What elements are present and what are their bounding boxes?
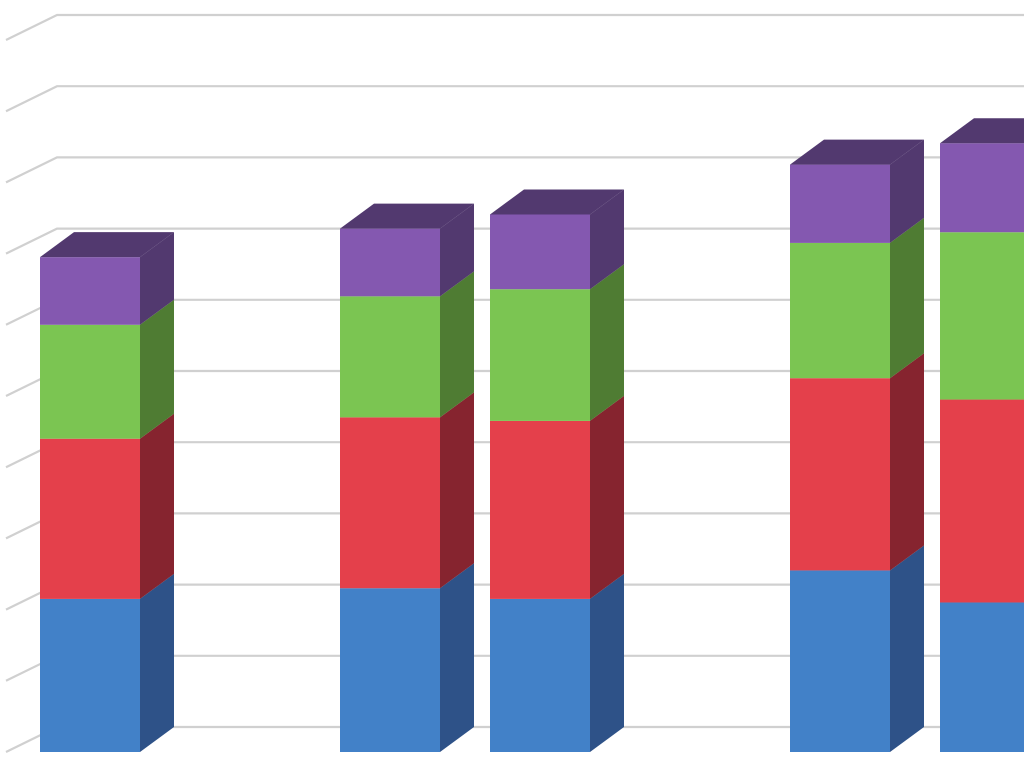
bar-segment [940,602,1024,752]
bar-segment-side [890,353,924,571]
bar-segment [40,324,140,439]
bar-segment-side [140,232,174,325]
bar-segment-side [590,264,624,421]
bar-segment [790,164,890,243]
bar-stack [340,203,474,752]
gridline [5,156,1024,184]
bar-segment-side [440,271,474,418]
bar-segment [340,296,440,418]
bar-segment-side [140,573,174,752]
bar-segment-side [590,189,624,290]
bar-segment-side [440,392,474,589]
bar-segment [40,257,140,325]
bar-segment-side [440,203,474,297]
gridline [5,227,1024,255]
bar-stack [490,189,624,752]
bars [40,118,1024,752]
bar-segment [940,399,1024,603]
bar-stack [40,232,174,752]
gridline [5,85,1024,113]
bar-segment [790,242,890,379]
bar-segment [40,438,140,599]
bar-segment [490,598,590,752]
bar-segment [940,232,1024,400]
bar-segment [940,143,1024,233]
bar-top-face [940,118,1024,144]
bar-stack [940,118,1024,752]
bar-segment [490,289,590,421]
bar-top-face [40,232,174,258]
bar-top-face [490,189,624,215]
bar-top-face [790,139,924,165]
bar-segment [340,228,440,297]
bar-segment-side [140,413,174,599]
bar-segment-side [890,139,924,243]
bar-segment [340,588,440,752]
bar-segment [490,214,590,290]
bar-segment-side [440,563,474,752]
bar-segment [340,417,440,589]
bar-stack [790,139,924,752]
bar-segment [790,378,890,571]
bar-segment-side [890,217,924,379]
bar-segment-side [890,545,924,752]
bar-segment [790,570,890,752]
bar-segment-side [590,395,624,599]
bar-segment [40,598,140,752]
gridline [5,13,1024,41]
bar-segment-side [590,573,624,752]
bar-segment-side [140,299,174,439]
bar-segment [490,420,590,599]
bar-top-face [340,203,474,229]
